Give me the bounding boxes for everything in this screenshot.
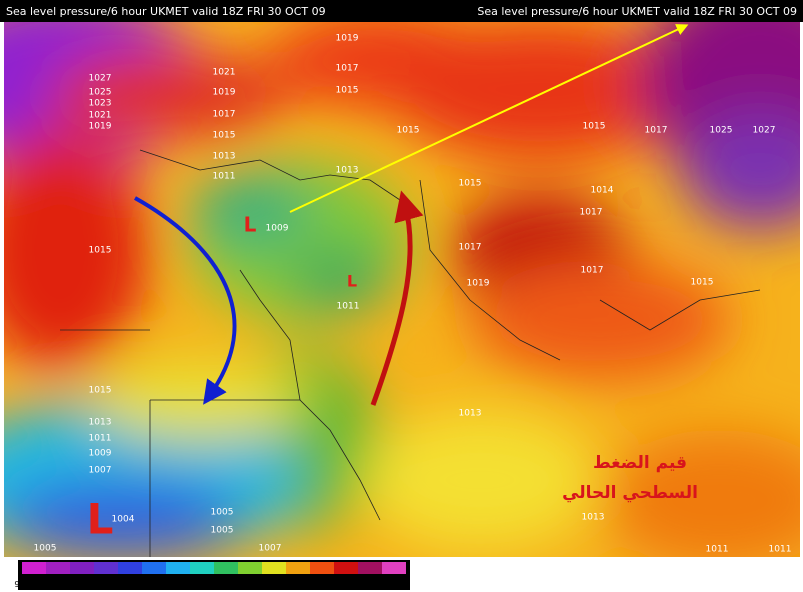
annotation-line: السطحي الحالي <box>562 483 698 503</box>
isobar-label: 1019 <box>213 88 236 98</box>
isobar-label: 1021 <box>89 111 112 121</box>
colorbar-label: 963 <box>62 580 77 589</box>
isobar-label: 1023 <box>89 99 112 109</box>
isobar-label: 1015 <box>397 126 420 136</box>
colorbar-swatch <box>22 562 46 574</box>
red-arrow <box>370 190 424 406</box>
colorbar-label: 1005 <box>204 580 224 589</box>
colorbar-swatch <box>142 562 166 574</box>
isobar-label: 1017 <box>581 266 604 276</box>
colorbar-label: 949 <box>14 580 29 589</box>
low-marker: L <box>87 495 114 544</box>
colorbar-swatch <box>166 562 190 574</box>
isobar-label: 1015 <box>89 246 112 256</box>
isobar-label: 1015 <box>459 179 482 189</box>
isobar-label: 1015 <box>89 386 112 396</box>
isobar-label: 1013 <box>459 409 482 419</box>
isobar-label: 1017 <box>645 126 668 136</box>
colorbar-swatch <box>214 562 238 574</box>
colorbar-swatch <box>190 562 214 574</box>
colorbar-swatch <box>262 562 286 574</box>
colorbar-swatch <box>46 562 70 574</box>
isobar-label: 1025 <box>89 88 112 98</box>
isobar-label: 1011 <box>89 434 112 444</box>
colorbar-swatch <box>358 562 382 574</box>
colorbar-swatch <box>334 562 358 574</box>
isobar-label: 1017 <box>336 64 359 74</box>
pressure-field <box>4 22 800 557</box>
colorbar-label: 1012 <box>228 580 248 589</box>
isobar-label: 1004 <box>112 515 135 525</box>
colorbar-swatch <box>238 562 262 574</box>
isobar-label: 1013 <box>336 166 359 176</box>
isobar-label: 1013 <box>582 513 605 523</box>
isobar-label: 1015 <box>213 131 236 141</box>
isobar-label: 1007 <box>259 544 282 554</box>
isobar-label: 1015 <box>583 122 606 132</box>
isobar-label: 1013 <box>89 418 112 428</box>
isobar-label: 1014 <box>591 186 614 196</box>
isobar-label: 1011 <box>337 302 360 312</box>
colorbar-swatch <box>286 562 310 574</box>
isobar-label: 1027 <box>89 74 112 84</box>
isobar-label: 1005 <box>211 526 234 536</box>
colorbar-label: 998 <box>182 580 197 589</box>
colorbar-label: 1033 <box>300 580 320 589</box>
colorbar-swatch <box>94 562 118 574</box>
isobar-label: 1013 <box>213 152 236 162</box>
low-marker: L <box>244 213 257 237</box>
isobar-label: 1019 <box>336 34 359 44</box>
isobar-label: 1007 <box>89 466 112 476</box>
isobar-label: 1017 <box>459 243 482 253</box>
isobar-label: 1017 <box>213 110 236 120</box>
colorbar-label: 1047 <box>348 580 368 589</box>
low-marker: L <box>347 272 357 291</box>
colorbar-swatch <box>382 562 406 574</box>
header-right: Sea level pressure/6 hour UKMET valid 18… <box>477 5 797 18</box>
isobar-label: 1021 <box>213 68 236 78</box>
colorbar-swatch <box>118 562 142 574</box>
isobar-label: 1019 <box>89 122 112 132</box>
header-bar <box>0 0 803 22</box>
isobar-label: 1005 <box>211 508 234 518</box>
colorbar-label: 984 <box>134 580 149 589</box>
isobar-label: 1019 <box>467 279 490 289</box>
colorbar-label: 956 <box>38 580 53 589</box>
colorbar-label: 1040 <box>324 580 344 589</box>
isobar-label: 1015 <box>336 86 359 96</box>
isobar-label: 1011 <box>213 172 236 182</box>
colorbar-label: 970 <box>86 580 101 589</box>
isobar-label: 1027 <box>753 126 776 136</box>
colorbar-swatch <box>70 562 94 574</box>
colorbar-label: 1050 <box>389 580 409 589</box>
colorbar-label: 991 <box>158 580 173 589</box>
header-left: Sea level pressure/6 hour UKMET valid 18… <box>6 5 326 18</box>
isobar-label: 1005 <box>34 544 57 554</box>
isobar-label: 1015 <box>691 278 714 288</box>
isobar-label: 1025 <box>710 126 733 136</box>
isobar-label: 1017 <box>580 208 603 218</box>
blue-arrow <box>134 196 237 405</box>
yellow-arrow <box>289 24 689 213</box>
colorbar-swatch <box>310 562 334 574</box>
colorbar-label: 1026 <box>276 580 296 589</box>
isobar-label: 1011 <box>769 545 792 555</box>
annotation-line: قيم الضغط <box>593 453 687 473</box>
isobar-label: 1009 <box>266 224 289 234</box>
colorbar-label: 977 <box>110 580 125 589</box>
colorbar-label: 1019 <box>252 580 272 589</box>
isobar-label: 1011 <box>706 545 729 555</box>
isobar-label: 1009 <box>89 449 112 459</box>
